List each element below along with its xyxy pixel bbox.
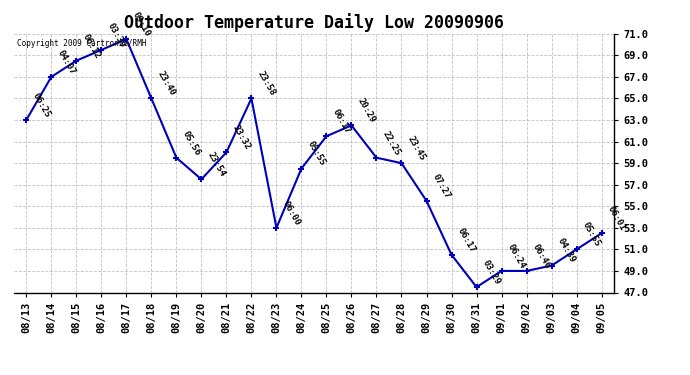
Text: 05:55: 05:55: [581, 221, 602, 249]
Text: 04:07: 04:07: [55, 48, 77, 76]
Text: 23:32: 23:32: [230, 124, 252, 152]
Text: 06:17: 06:17: [331, 108, 352, 135]
Title: Outdoor Temperature Daily Low 20090906: Outdoor Temperature Daily Low 20090906: [124, 13, 504, 32]
Text: 05:55: 05:55: [306, 140, 327, 168]
Text: 05:56: 05:56: [181, 129, 201, 157]
Text: Copyright 2009 Cartronic/RMH: Copyright 2009 Cartronic/RMH: [17, 39, 146, 48]
Text: 22:25: 22:25: [381, 129, 402, 157]
Text: 20:29: 20:29: [355, 97, 377, 124]
Text: 06:12: 06:12: [81, 32, 101, 60]
Text: 06:01: 06:01: [606, 205, 627, 232]
Text: 06:00: 06:00: [281, 199, 302, 227]
Text: 23:54: 23:54: [206, 151, 227, 178]
Text: 06:46: 06:46: [531, 242, 552, 270]
Text: 23:45: 23:45: [406, 135, 427, 162]
Text: 03:29: 03:29: [481, 258, 502, 286]
Text: 03:39: 03:39: [106, 21, 127, 49]
Text: 07:27: 07:27: [431, 172, 452, 200]
Text: 06:24: 06:24: [506, 242, 527, 270]
Text: 06:17: 06:17: [455, 226, 477, 254]
Text: 23:40: 23:40: [155, 70, 177, 98]
Text: 09:10: 09:10: [130, 10, 152, 38]
Text: 23:58: 23:58: [255, 70, 277, 98]
Text: 04:39: 04:39: [555, 237, 577, 265]
Text: 06:25: 06:25: [30, 92, 52, 119]
